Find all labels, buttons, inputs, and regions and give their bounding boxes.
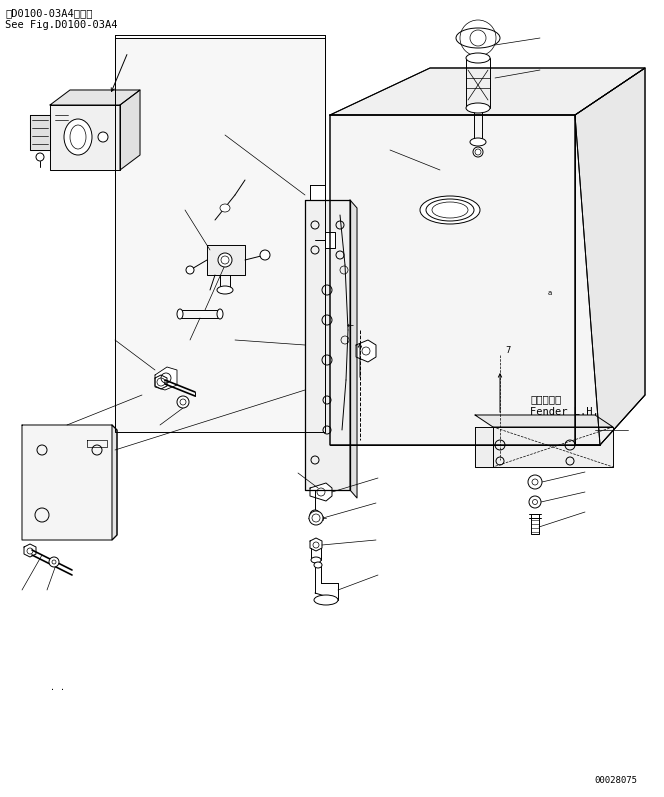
Ellipse shape [64, 119, 92, 155]
Ellipse shape [420, 196, 480, 224]
Text: フェンダ左: フェンダ左 [530, 394, 561, 404]
Polygon shape [30, 115, 50, 150]
Text: 7: 7 [505, 346, 511, 355]
Circle shape [186, 266, 194, 274]
Circle shape [529, 496, 541, 508]
Circle shape [49, 557, 59, 567]
Ellipse shape [217, 309, 223, 319]
Polygon shape [155, 375, 167, 389]
Polygon shape [305, 200, 350, 490]
Ellipse shape [456, 28, 500, 48]
Polygon shape [155, 367, 177, 390]
Text: a: a [548, 290, 552, 296]
Ellipse shape [177, 309, 183, 319]
Polygon shape [310, 185, 325, 200]
Polygon shape [330, 115, 600, 445]
Polygon shape [120, 90, 140, 170]
Polygon shape [531, 514, 539, 534]
Polygon shape [115, 38, 325, 432]
Text: . .: . . [50, 683, 65, 692]
Polygon shape [493, 427, 613, 467]
Circle shape [260, 250, 270, 260]
Circle shape [36, 153, 44, 161]
Polygon shape [356, 340, 376, 362]
Ellipse shape [466, 53, 490, 63]
Text: 00028075: 00028075 [594, 776, 637, 785]
Circle shape [528, 475, 542, 489]
Ellipse shape [217, 286, 233, 294]
Ellipse shape [470, 138, 486, 146]
Circle shape [177, 396, 189, 408]
Ellipse shape [314, 595, 338, 605]
Polygon shape [50, 90, 140, 105]
Circle shape [310, 510, 320, 520]
Polygon shape [50, 105, 120, 170]
Polygon shape [350, 200, 357, 498]
Text: See Fig.D0100-03A4: See Fig.D0100-03A4 [5, 20, 118, 30]
Circle shape [309, 511, 323, 525]
Ellipse shape [220, 204, 230, 212]
Polygon shape [207, 245, 245, 275]
Polygon shape [310, 483, 332, 501]
Polygon shape [112, 425, 117, 540]
Polygon shape [22, 425, 117, 540]
Ellipse shape [314, 562, 322, 568]
Polygon shape [24, 544, 36, 557]
Polygon shape [330, 68, 645, 115]
Ellipse shape [311, 557, 321, 563]
Ellipse shape [466, 103, 490, 113]
Circle shape [218, 253, 232, 267]
Polygon shape [575, 68, 645, 445]
Circle shape [98, 132, 108, 142]
Text: Fender L.H.: Fender L.H. [530, 407, 599, 417]
Polygon shape [475, 427, 493, 467]
Text: 第D0100-03A4図参照: 第D0100-03A4図参照 [5, 8, 92, 18]
Polygon shape [325, 232, 335, 248]
Text: $\leftarrow$: $\leftarrow$ [345, 321, 355, 330]
Polygon shape [310, 538, 322, 551]
Polygon shape [475, 415, 613, 427]
Circle shape [473, 147, 483, 157]
